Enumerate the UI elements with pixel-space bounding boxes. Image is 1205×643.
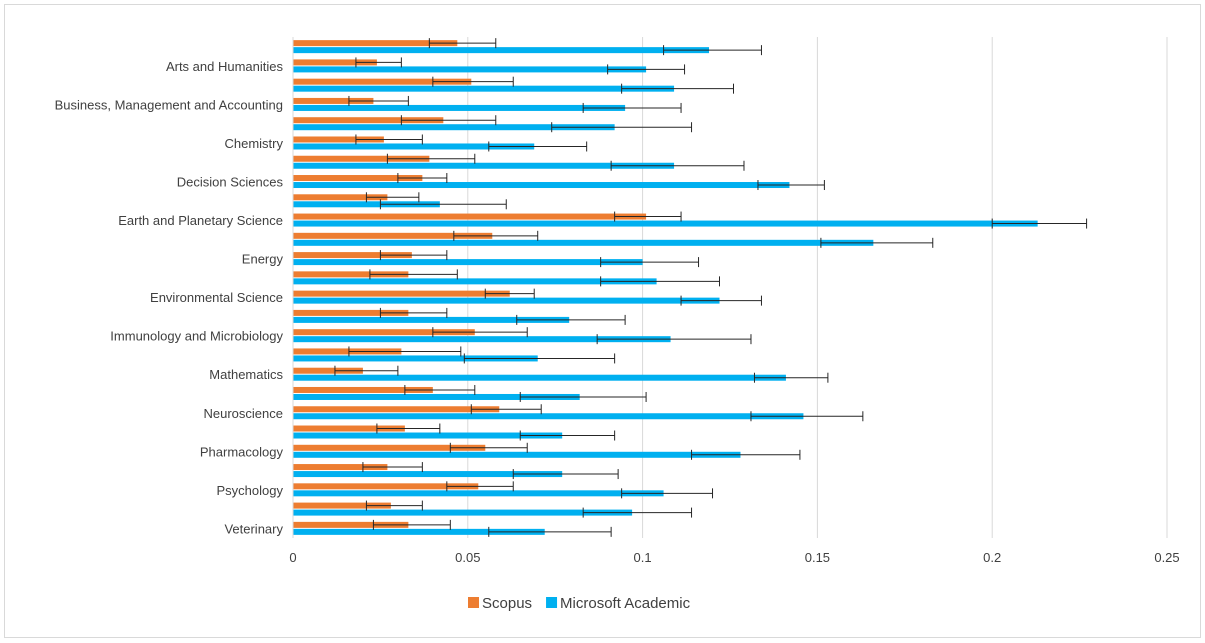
bar-microsoft-academic: [293, 471, 563, 478]
tick-labels: 0 0.05 0.1 0.15 0.2 0.25: [289, 550, 1179, 565]
category-label: Earth and Planetary Science: [118, 213, 283, 228]
bar-microsoft-academic: [293, 374, 786, 381]
x-tick-label: 0.15: [805, 550, 830, 565]
bar-microsoft-academic: [293, 162, 675, 169]
bar-microsoft-academic: [293, 182, 790, 189]
bar-microsoft-academic: [293, 143, 535, 150]
category-labels: Arts and Humanities Business, Management …: [55, 59, 284, 536]
bar-scopus: [293, 406, 500, 413]
legend: Scopus Microsoft Academic: [468, 595, 691, 612]
x-tick-label: 0.1: [634, 550, 652, 565]
category-label: Environmental Science: [150, 290, 283, 305]
category-label: Business, Management and Accounting: [55, 97, 283, 112]
bar-microsoft-academic: [293, 509, 633, 516]
bar-scopus: [293, 59, 377, 66]
category-label: Neuroscience: [204, 406, 284, 421]
category-label: Decision Sciences: [177, 175, 284, 190]
category-label: Veterinary: [224, 521, 283, 536]
bar-microsoft-academic: [293, 413, 804, 420]
bar-microsoft-academic: [293, 297, 720, 304]
chart-frame: Arts and Humanities Business, Management …: [4, 4, 1201, 638]
bar-microsoft-academic: [293, 355, 538, 362]
legend-label: Microsoft Academic: [560, 595, 691, 612]
bar-scopus: [293, 136, 384, 143]
bar-microsoft-academic: [293, 201, 440, 208]
bar-chart: Arts and Humanities Business, Management …: [55, 37, 1180, 612]
bar-microsoft-academic: [293, 490, 664, 497]
bar-microsoft-academic: [293, 85, 675, 92]
bar-scopus: [293, 309, 409, 316]
bar-scopus: [293, 425, 405, 432]
bar-scopus: [293, 444, 486, 451]
bar-scopus: [293, 97, 374, 104]
bar-scopus: [293, 329, 475, 336]
bar-scopus: [293, 213, 647, 220]
bar-scopus: [293, 117, 444, 124]
bar-scopus: [293, 521, 409, 528]
category-label: Immunology and Microbiology: [110, 329, 283, 344]
bar-scopus: [293, 367, 363, 374]
bar-scopus: [293, 502, 391, 509]
bar-microsoft-academic: [293, 47, 710, 54]
bar-microsoft-academic: [293, 124, 615, 131]
bar-scopus: [293, 483, 479, 490]
bar-microsoft-academic: [293, 259, 643, 266]
bar-microsoft-academic: [293, 104, 626, 111]
bar-microsoft-academic: [293, 239, 874, 246]
x-tick-label: 0.25: [1154, 550, 1179, 565]
x-tick-label: 0: [289, 550, 296, 565]
error-bars: [334, 38, 1088, 537]
category-label: Pharmacology: [200, 444, 284, 459]
bar-microsoft-academic: [293, 336, 671, 343]
x-tick-label: 0.05: [455, 550, 480, 565]
bar-microsoft-academic: [293, 432, 563, 439]
x-tick-label: 0.2: [983, 550, 1001, 565]
legend-swatch-scopus: [468, 597, 479, 608]
bar-scopus: [293, 386, 433, 393]
legend-label: Scopus: [482, 595, 532, 612]
bar-scopus: [293, 155, 430, 162]
bar-microsoft-academic: [293, 316, 570, 323]
bar-scopus: [293, 232, 493, 239]
bar-microsoft-academic: [293, 278, 657, 285]
bar-scopus: [293, 175, 423, 182]
category-label: Chemistry: [224, 136, 283, 151]
bar-scopus: [293, 271, 409, 278]
bar-scopus: [293, 464, 388, 471]
bars: [293, 40, 1038, 535]
bar-microsoft-academic: [293, 220, 1038, 227]
bar-microsoft-academic: [293, 393, 580, 400]
legend-swatch-microsoft-academic: [546, 597, 558, 608]
bar-microsoft-academic: [293, 451, 741, 458]
gridlines: [467, 37, 1168, 538]
category-label: Energy: [242, 252, 284, 267]
bar-scopus: [293, 194, 388, 201]
category-label: Mathematics: [209, 367, 283, 382]
category-label: Arts and Humanities: [166, 59, 284, 74]
bar-scopus: [293, 78, 472, 85]
bar-microsoft-academic: [293, 66, 647, 73]
bar-microsoft-academic: [293, 528, 545, 535]
category-label: Psychology: [217, 483, 284, 498]
bar-scopus: [293, 290, 510, 297]
bar-scopus: [293, 252, 412, 259]
bar-scopus: [293, 348, 402, 355]
bar-scopus: [293, 40, 458, 47]
